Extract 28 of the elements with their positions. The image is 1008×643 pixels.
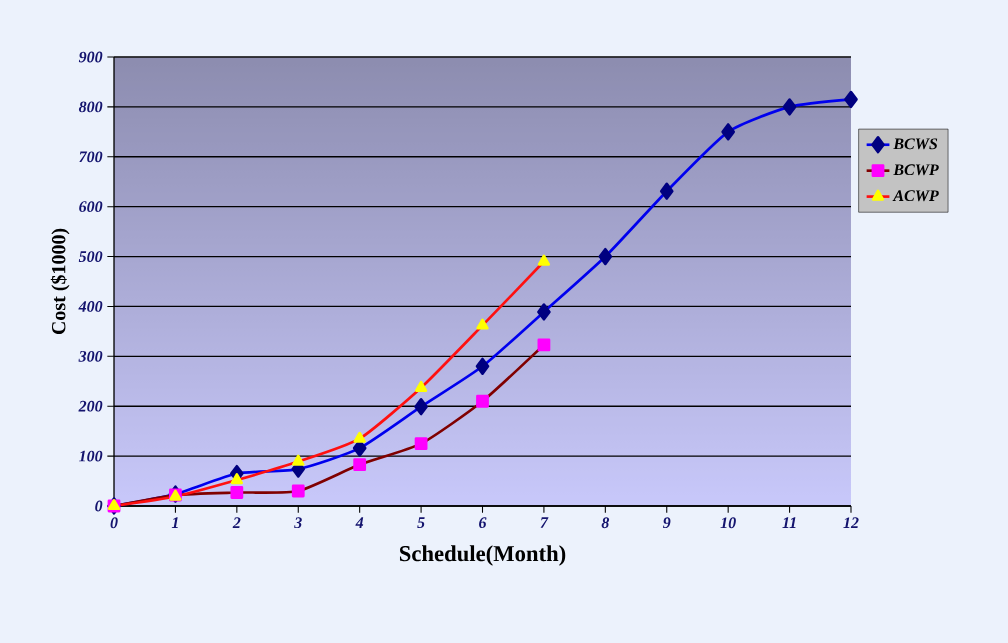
legend-label: ACWP [892,190,939,202]
legend-label: BCWP [893,164,939,176]
x-tick-label: 6 [479,517,487,529]
y-tick-label: 0 [95,500,103,512]
y-tick-label: 800 [78,101,103,113]
y-tick-label: 200 [78,400,103,412]
y-tick-label: 300 [78,350,103,362]
x-tick-label: 9 [662,517,671,529]
x-axis-title: Schedule(Month) [399,545,566,566]
x-tick-label: 0 [110,517,118,529]
y-axis-title: Cost ($1000) [50,228,70,335]
y-tick-label: 600 [79,201,103,213]
x-tick-label: 10 [720,517,736,529]
x-tick-label: 8 [601,517,610,529]
x-tick-label: 4 [355,517,364,528]
y-tick-label: 500 [78,251,103,262]
x-tick-label: 5 [417,517,425,528]
legend-label: BCWS [893,138,938,150]
x-tick-label: 1 [171,517,178,528]
x-tick-label: 12 [843,517,859,528]
x-tick-label: 2 [232,517,241,528]
x-tick-label: 3 [294,517,302,529]
x-tick-label: 11 [782,517,796,528]
y-tick-label: 900 [78,51,103,63]
y-tick-label: 100 [79,450,103,462]
x-tick-label: 7 [540,517,549,528]
y-tick-label: 700 [79,151,103,163]
y-tick-label: 400 [78,301,103,312]
